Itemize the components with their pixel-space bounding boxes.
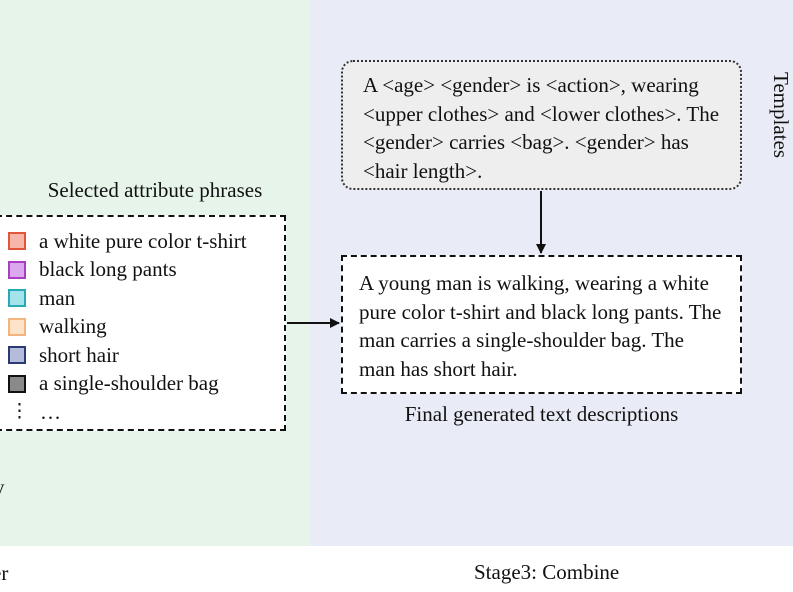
cropped-text-y: y bbox=[0, 475, 5, 500]
color-swatch bbox=[8, 346, 26, 365]
color-swatch bbox=[8, 317, 26, 336]
final-description-caption: Final generated text descriptions bbox=[404, 402, 679, 426]
template-text: A <age> <gender> is <action>, wearing <u… bbox=[363, 73, 720, 183]
attribute-item: a white pure color t-shirt bbox=[8, 227, 247, 256]
selected-attribute-phrases-title: Selected attribute phrases bbox=[47, 178, 263, 202]
color-swatch bbox=[8, 289, 26, 308]
color-swatch bbox=[8, 260, 26, 279]
cropped-stage-label: er bbox=[0, 561, 9, 585]
stage3-label: Stage3: Combine bbox=[474, 560, 620, 584]
vertical-ellipsis-icon: ⋮ bbox=[10, 401, 29, 423]
attribute-item: a single-shoulder bag bbox=[8, 370, 247, 399]
template-box: A <age> <gender> is <action>, wearing <u… bbox=[341, 60, 742, 190]
attribute-label: a single-shoulder bag bbox=[39, 371, 219, 396]
color-swatch bbox=[8, 232, 26, 251]
attribute-label: short hair bbox=[39, 342, 119, 367]
attribute-item: walking bbox=[8, 313, 247, 342]
final-description-box: A young man is walking, wearing a white … bbox=[341, 255, 742, 394]
attribute-label: black long pants bbox=[39, 257, 177, 282]
ellipsis-text: … bbox=[40, 399, 61, 424]
attribute-item: short hair bbox=[8, 341, 247, 370]
color-swatch bbox=[8, 374, 26, 393]
attribute-label: man bbox=[39, 285, 76, 310]
final-description-text: A young man is walking, wearing a white … bbox=[359, 271, 722, 381]
attribute-list: a white pure color t-shirt black long pa… bbox=[8, 227, 247, 427]
attribute-item: black long pants bbox=[8, 256, 247, 285]
attribute-phrases-box: a white pure color t-shirt black long pa… bbox=[0, 215, 286, 431]
attribute-item: man bbox=[8, 284, 247, 313]
attribute-label: walking bbox=[39, 314, 107, 339]
templates-label: Templates bbox=[769, 72, 793, 158]
attribute-ellipsis-row: ⋮ … bbox=[8, 398, 247, 427]
attribute-label: a white pure color t-shirt bbox=[39, 228, 247, 253]
